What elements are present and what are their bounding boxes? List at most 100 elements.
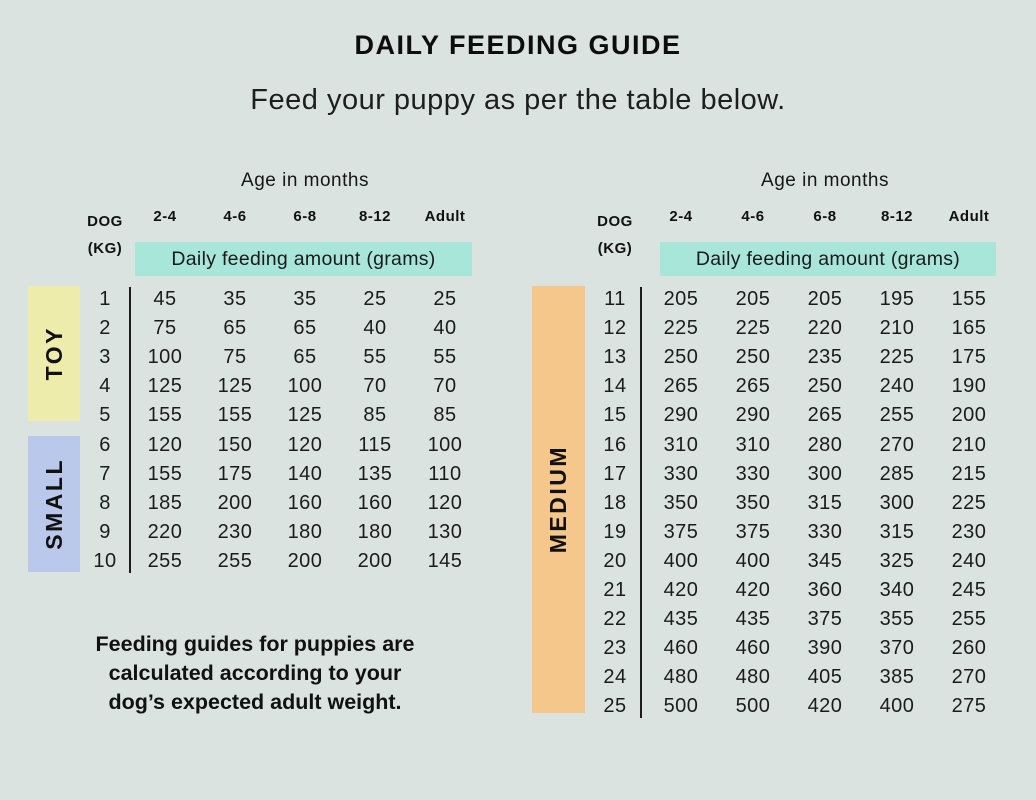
- dog-weight-kg: 18: [603, 491, 627, 514]
- feeding-amount-grams: 130: [427, 520, 463, 543]
- dog-weight-kg: 4: [99, 375, 111, 398]
- feeding-amount-grams: 125: [287, 404, 323, 427]
- table-row: 16 310 310 280 270 210: [532, 430, 1022, 459]
- feeding-amount-grams: 120: [287, 433, 323, 456]
- feeding-amount-grams: 45: [153, 288, 177, 311]
- feeding-amount-grams: 210: [951, 433, 987, 456]
- feeding-amount-grams: 250: [807, 375, 843, 398]
- feeding-amount-grams: 65: [223, 317, 247, 340]
- dog-weight-kg: 24: [603, 666, 627, 689]
- feeding-amount-grams: 480: [663, 666, 699, 689]
- dog-weight-kg: 7: [99, 462, 111, 485]
- feeding-amount-grams: 185: [147, 491, 183, 514]
- feeding-amount-grams: 400: [879, 695, 915, 718]
- feeding-amount-grams: 200: [357, 549, 393, 572]
- age-in-months-header: Age in months: [241, 170, 369, 191]
- page-title: DAILY FEEDING GUIDE: [354, 30, 682, 60]
- feeding-amount-grams: 125: [217, 375, 253, 398]
- feeding-table-medium: Age in months DOG (KG) 2-4 4-6 6-8 8-12 …: [532, 166, 1022, 726]
- feeding-amount-grams: 255: [147, 549, 183, 572]
- table-row: 2 75 65 65 40 40: [28, 314, 500, 343]
- feeding-amount-grams: 275: [951, 695, 987, 718]
- feeding-amount-grams: 70: [433, 375, 457, 398]
- medium-band-label: MEDIUM: [545, 445, 571, 554]
- feeding-amount-grams: 265: [735, 375, 771, 398]
- feeding-amount-grams: 180: [287, 520, 323, 543]
- feeding-amount-grams: 100: [287, 375, 323, 398]
- feeding-amount-grams: 375: [735, 520, 771, 543]
- feeding-amount-grams: 330: [735, 462, 771, 485]
- dog-weight-kg: 5: [99, 404, 111, 427]
- feeding-amount-grams: 435: [735, 608, 771, 631]
- feeding-amount-grams: 155: [217, 404, 253, 427]
- table-row: 17 330 330 300 285 215: [532, 460, 1022, 489]
- feeding-amount-grams: 405: [807, 666, 843, 689]
- feeding-amount-grams: 420: [735, 578, 771, 601]
- dog-weight-kg: 8: [99, 491, 111, 514]
- dog-weight-kg: 13: [603, 346, 627, 369]
- feeding-amount-grams: 205: [807, 288, 843, 311]
- feeding-amount-grams: 70: [363, 375, 387, 398]
- table-row: 8 185 200 160 160 120: [28, 489, 500, 518]
- feeding-amount-grams: 35: [293, 288, 317, 311]
- feeding-amount-grams: 125: [147, 375, 183, 398]
- feeding-amount-grams: 260: [951, 637, 987, 660]
- table-row: 20 400 400 345 325 240: [532, 547, 1022, 576]
- dog-weight-kg: 3: [99, 346, 111, 369]
- feeding-amount-grams: 310: [735, 433, 771, 456]
- feeding-amount-grams: 325: [879, 549, 915, 572]
- table-row: 23 460 460 390 370 260: [532, 634, 1022, 663]
- age-col-4-6: 4-6: [223, 208, 247, 225]
- feeding-amount-grams: 460: [735, 637, 771, 660]
- kg-header-label: (KG): [87, 240, 123, 257]
- feeding-amount-grams: 155: [147, 404, 183, 427]
- feeding-amount-grams: 355: [879, 608, 915, 631]
- feeding-amount-grams: 285: [879, 462, 915, 485]
- feeding-amount-grams: 350: [663, 491, 699, 514]
- dog-kg-header: DOG (KG): [585, 208, 645, 262]
- age-col-2-4: 2-4: [669, 208, 693, 225]
- feeding-amount-grams: 390: [807, 637, 843, 660]
- table-row: 7 155 175 140 135 110: [28, 460, 500, 489]
- table-row: 6 120 150 120 115 100: [28, 430, 500, 459]
- feeding-amount-grams: 265: [663, 375, 699, 398]
- dog-weight-kg: 25: [603, 695, 627, 718]
- age-in-months-header: Age in months: [761, 170, 889, 191]
- small-size-band: SMALL: [28, 436, 80, 572]
- feeding-amount-grams: 375: [807, 608, 843, 631]
- age-col-6-8: 6-8: [813, 208, 837, 225]
- feeding-amount-grams: 235: [807, 346, 843, 369]
- feeding-amount-grams: 55: [433, 346, 457, 369]
- feeding-amount-grams: 110: [428, 462, 462, 485]
- table-row: 1 45 35 35 25 25: [28, 285, 500, 314]
- feeding-amount-grams: 35: [223, 288, 247, 311]
- feeding-amount-grams: 155: [951, 288, 987, 311]
- feeding-amount-grams: 375: [663, 520, 699, 543]
- feeding-amount-grams: 330: [663, 462, 699, 485]
- feeding-amount-grams: 205: [663, 288, 699, 311]
- feeding-amount-grams: 460: [663, 637, 699, 660]
- feeding-amount-grams: 25: [433, 288, 457, 311]
- table-row: 9 220 230 180 180 130: [28, 518, 500, 547]
- dog-weight-kg: 14: [603, 375, 627, 398]
- dog-header-label: DOG: [597, 213, 633, 230]
- feeding-amount-grams: 240: [951, 549, 987, 572]
- feeding-amount-grams: 55: [363, 346, 387, 369]
- table-row: 12 225 225 220 210 165: [532, 314, 1022, 343]
- footer-note: Feeding guides for puppies are calculate…: [95, 632, 415, 714]
- dog-weight-kg: 15: [603, 404, 627, 427]
- feeding-amount-grams: 190: [951, 375, 987, 398]
- feeding-amount-grams: 480: [735, 666, 771, 689]
- dog-weight-kg: 23: [603, 637, 627, 660]
- feeding-amount-grams: 40: [363, 317, 387, 340]
- feeding-amount-grams: 120: [427, 491, 463, 514]
- feeding-amount-grams: 345: [807, 549, 843, 572]
- feeding-amount-grams: 65: [293, 317, 317, 340]
- feeding-amount-grams: 230: [217, 520, 253, 543]
- feeding-amount-grams: 175: [217, 462, 253, 485]
- feeding-rows-medium: 11 205 205 205 195 155 12 225 225 220 210 165 13 250 2…: [532, 285, 1022, 721]
- feeding-amount-grams: 75: [223, 346, 247, 369]
- table-row: 4 125 125 100 70 70: [28, 372, 500, 401]
- feeding-amount-grams: 420: [807, 695, 843, 718]
